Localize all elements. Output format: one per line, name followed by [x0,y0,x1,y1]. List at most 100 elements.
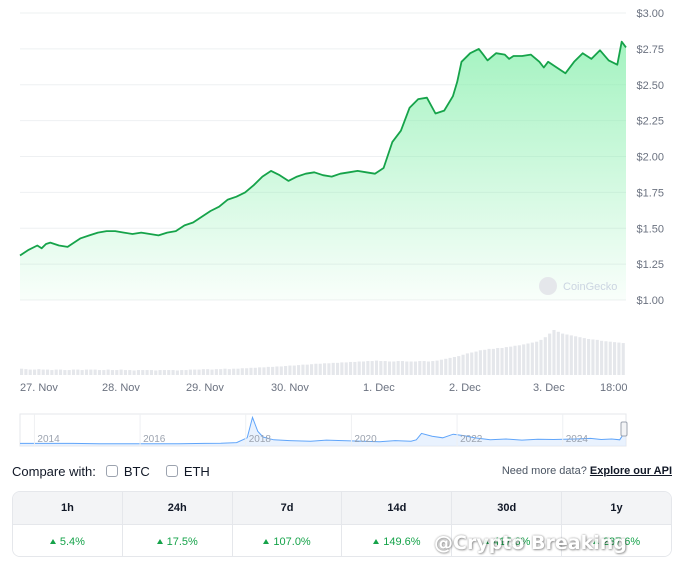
volume-bar [405,361,409,375]
navigator-handle[interactable] [620,421,628,437]
volume-bar [141,370,145,375]
x-tick-label: 1. Dec [363,382,395,394]
volume-bar [275,366,279,375]
x-tick-label: 3. Dec [533,382,565,394]
volume-bar [58,369,63,375]
volume-bar [565,334,569,375]
change-7d-value: 107.0% [273,535,311,548]
volume-bar [132,370,136,375]
volume-bar [439,359,443,375]
volume-bar [154,370,158,375]
volume-bar [119,369,123,375]
y-tick-label: $3.00 [636,8,664,20]
change-24h-value: 17.5% [166,535,198,548]
volume-bar [357,361,361,375]
y-tick-label: $2.50 [636,80,664,92]
volume-bar [487,348,491,375]
volume-bar [310,364,314,375]
navigator-year-label: 2018 [249,434,272,445]
volume-bar [175,370,179,375]
volume-bar [45,369,50,375]
volume-bar [561,333,565,375]
volume-bar [539,339,543,375]
volume-bar [621,343,625,375]
y-tick-label: $2.00 [636,152,664,164]
volume-bar [530,342,534,375]
volume-bar [184,370,188,375]
volume-bar [314,363,318,375]
checkbox-icon[interactable] [165,465,178,477]
volume-bar [517,345,521,375]
volume-bar [366,361,370,375]
up-arrow-icon [263,539,270,544]
volume-bar [28,369,32,375]
volume-bar [435,360,439,375]
volume-bar [569,335,573,375]
volume-bar [444,358,448,375]
watermark: @Crypto Breaking [434,532,627,554]
volume-bar [548,333,552,375]
change-1h-value: 5.4% [59,535,85,548]
navigator-year-label: 2022 [460,434,483,445]
volume-bar [20,368,24,375]
volume-bar [543,337,547,375]
header-1h: 1h [13,492,123,524]
volume-bar [197,369,201,375]
volume-bar [219,369,223,375]
volume-bar [232,368,236,375]
header-14d: 14d [342,492,453,524]
up-arrow-icon [49,539,56,544]
volume-bar [128,370,132,375]
volume-bar [245,368,249,375]
performance-table: 1h 24h 7d 14d 30d 1y 5.4% 17.5% 107.0% 1… [12,491,672,557]
y-tick-label: $1.75 [636,187,664,199]
volume-bar [37,369,41,375]
y-tick-label: $1.50 [636,223,664,235]
volume-bar [292,365,296,375]
volume-bar [608,341,612,375]
price-line [19,40,627,257]
explore-api-link[interactable]: Explore our API [589,465,672,477]
x-tick-label: 30. Nov [271,382,309,394]
volume-bar [214,369,218,375]
compare-eth-checkbox[interactable]: ETH [165,464,210,479]
checkbox-icon[interactable] [105,465,118,477]
volume-bar [54,369,58,375]
volume-bar [574,336,578,375]
volume-bar [522,344,526,375]
volume-bar [595,339,599,375]
change-7d: 107.0% [233,525,343,556]
volume-bar [340,362,344,375]
volume-bar [271,366,275,375]
change-1y-value: 237.6% [602,535,641,548]
price-chart[interactable]: $3.00 $2.75 $2.50 $2.25 $2.00 $1.75 $1.50 $1.25… [0,0,684,450]
y-tick-label: $1.00 [636,295,664,307]
volume-bar [591,339,595,375]
compare-btc-checkbox[interactable]: BTC [105,463,150,479]
volume-bar [288,365,292,375]
volume-bar [504,347,508,375]
volume-bar [617,342,621,375]
compare-btc-label: BTC [123,463,150,479]
volume-bar [509,346,513,375]
up-arrow-icon [156,539,163,544]
navigator-year-label: 2020 [354,434,377,445]
header-1y: 1y [610,502,623,514]
volume-bar [249,367,253,375]
volume-bar [102,370,106,375]
volume-bar [361,361,366,375]
volume-bar [613,342,617,375]
volume-bar [491,348,495,375]
volume-bar [409,361,413,375]
x-tick-label: 29. Nov [186,382,224,394]
volume-bar [210,369,214,375]
volume-bar [426,361,431,375]
volume-bar [76,369,80,375]
volume-bar [240,368,244,375]
volume-bar [535,341,539,375]
volume-bar [383,361,387,375]
volume-bar [348,361,353,375]
volume-bar [496,348,500,375]
volume-bar [297,365,301,375]
coingecko-wordmark: CoinGecko [563,281,617,293]
